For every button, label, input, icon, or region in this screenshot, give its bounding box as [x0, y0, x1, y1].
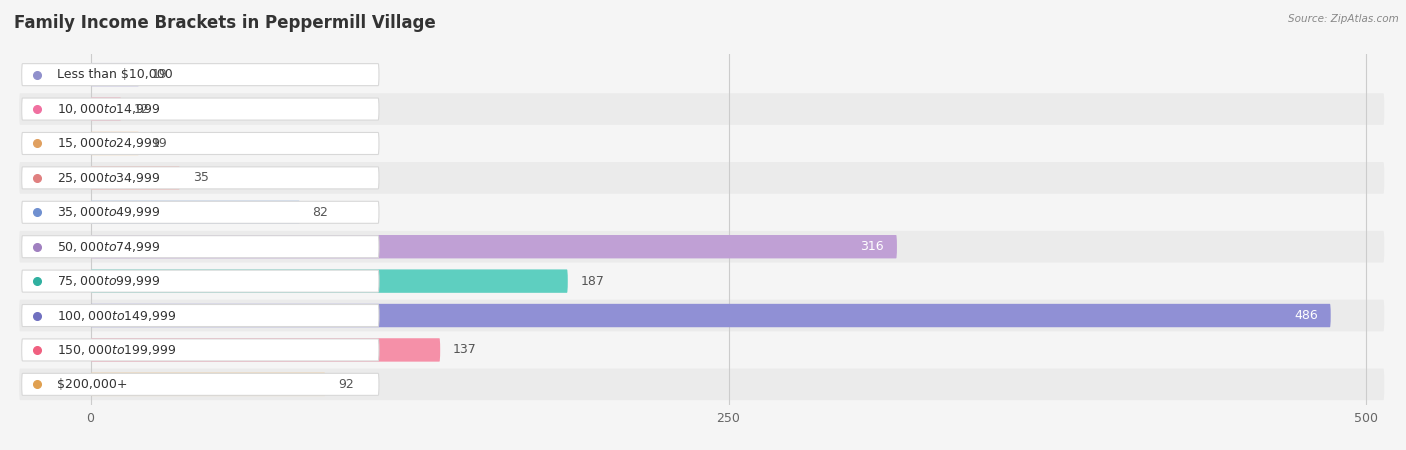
FancyBboxPatch shape: [90, 63, 139, 86]
Text: 92: 92: [337, 378, 354, 391]
FancyBboxPatch shape: [21, 270, 380, 292]
Text: 19: 19: [152, 68, 167, 81]
Text: $75,000 to $99,999: $75,000 to $99,999: [58, 274, 160, 288]
FancyBboxPatch shape: [21, 132, 380, 154]
Text: 12: 12: [134, 103, 149, 116]
FancyBboxPatch shape: [21, 305, 380, 327]
FancyBboxPatch shape: [21, 236, 380, 258]
FancyBboxPatch shape: [21, 98, 380, 120]
Text: $25,000 to $34,999: $25,000 to $34,999: [58, 171, 160, 185]
Text: 82: 82: [312, 206, 329, 219]
FancyBboxPatch shape: [21, 339, 380, 361]
FancyBboxPatch shape: [20, 128, 1385, 159]
Text: $10,000 to $14,999: $10,000 to $14,999: [58, 102, 160, 116]
Text: 187: 187: [581, 274, 605, 288]
FancyBboxPatch shape: [90, 235, 897, 258]
Text: 19: 19: [152, 137, 167, 150]
Text: 316: 316: [860, 240, 884, 253]
FancyBboxPatch shape: [20, 334, 1385, 366]
FancyBboxPatch shape: [20, 266, 1385, 297]
FancyBboxPatch shape: [20, 231, 1385, 262]
FancyBboxPatch shape: [90, 97, 121, 121]
FancyBboxPatch shape: [90, 132, 139, 155]
FancyBboxPatch shape: [90, 270, 568, 293]
Text: Less than $10,000: Less than $10,000: [58, 68, 173, 81]
Text: 486: 486: [1294, 309, 1317, 322]
FancyBboxPatch shape: [21, 167, 380, 189]
Text: 137: 137: [453, 343, 477, 356]
FancyBboxPatch shape: [90, 373, 325, 396]
FancyBboxPatch shape: [21, 201, 380, 223]
Text: Source: ZipAtlas.com: Source: ZipAtlas.com: [1288, 14, 1399, 23]
Text: Family Income Brackets in Peppermill Village: Family Income Brackets in Peppermill Vil…: [14, 14, 436, 32]
FancyBboxPatch shape: [20, 93, 1385, 125]
FancyBboxPatch shape: [21, 63, 380, 86]
FancyBboxPatch shape: [20, 162, 1385, 194]
Text: $200,000+: $200,000+: [58, 378, 128, 391]
FancyBboxPatch shape: [20, 197, 1385, 228]
FancyBboxPatch shape: [90, 338, 440, 362]
Text: $35,000 to $49,999: $35,000 to $49,999: [58, 205, 160, 219]
FancyBboxPatch shape: [20, 300, 1385, 331]
Text: $50,000 to $74,999: $50,000 to $74,999: [58, 240, 160, 254]
FancyBboxPatch shape: [90, 201, 299, 224]
FancyBboxPatch shape: [20, 59, 1385, 90]
FancyBboxPatch shape: [20, 369, 1385, 400]
Text: $15,000 to $24,999: $15,000 to $24,999: [58, 136, 160, 150]
FancyBboxPatch shape: [90, 304, 1330, 327]
Text: 35: 35: [193, 171, 208, 184]
FancyBboxPatch shape: [21, 374, 380, 396]
Text: $150,000 to $199,999: $150,000 to $199,999: [58, 343, 177, 357]
FancyBboxPatch shape: [90, 166, 180, 189]
Text: $100,000 to $149,999: $100,000 to $149,999: [58, 309, 177, 323]
